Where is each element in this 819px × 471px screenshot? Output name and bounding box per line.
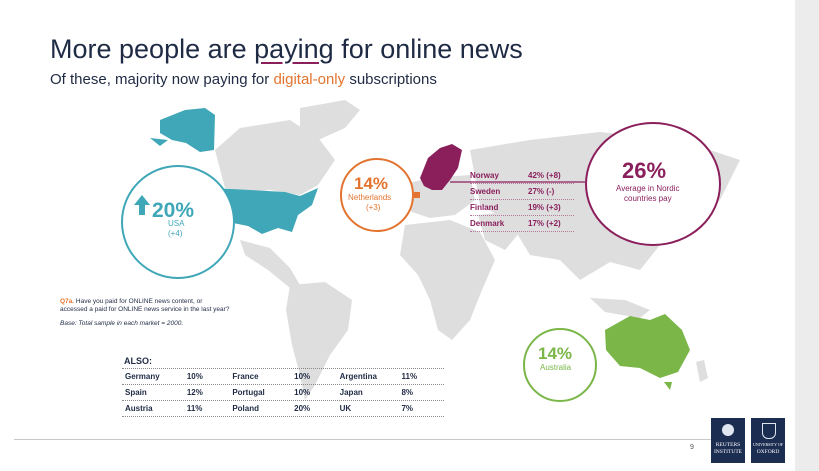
map-greenland (300, 100, 360, 140)
question-note: Q7a. Have you paid for ONLINE news conte… (60, 298, 229, 328)
nordic-average-bubble (585, 122, 721, 246)
question-line-1: Have you paid for ONLINE news content, o… (75, 298, 203, 305)
question-tag: Q7a. (60, 298, 75, 305)
nordic-average-label-2: countries pay (624, 194, 672, 203)
usa-change: (+4) (168, 229, 183, 238)
nordic-average-value: 26% (622, 158, 667, 183)
australia-label: Australia (540, 363, 572, 372)
map-australia (605, 314, 690, 378)
map-central-america (240, 240, 300, 288)
map-south-america (286, 282, 352, 400)
netherlands-label: Netherlands (348, 193, 392, 202)
question-line-2: accessed a paid for ONLINE news service … (60, 306, 230, 313)
reuters-institute-logo: REUTERS INSTITUTE (711, 418, 745, 463)
map-nordics (420, 144, 462, 190)
netherlands-value: 14% (354, 174, 389, 193)
map-tasmania (664, 382, 672, 390)
question-base: Base: Total sample in each market = 2000… (60, 320, 184, 327)
oxford-crest-icon (762, 423, 776, 439)
map-canada (215, 120, 335, 195)
title-highlight: paying (254, 34, 334, 64)
netherlands-bubble (340, 158, 414, 232)
table-row: Germany 10% France 10% Argentina 11% (122, 368, 444, 384)
page-subtitle: Of these, majority now paying for digita… (50, 71, 437, 88)
nordic-average-label-1: Average in Nordic (616, 184, 680, 193)
usa-value: 20% (152, 199, 195, 222)
usa-bubble (121, 165, 235, 279)
map-usa (212, 188, 318, 234)
usa-label: USA (168, 219, 185, 228)
page-title: More people are paying for online news (50, 34, 523, 64)
map-alaska-tail (150, 138, 168, 146)
subtitle-highlight: digital-only (273, 71, 346, 88)
australia-bubble (523, 328, 597, 402)
map-europe (400, 175, 475, 218)
table-row: Spain 12% Portugal 10% Japan 8% (122, 384, 444, 400)
map-indonesia (590, 298, 650, 318)
australia-value: 14% (538, 344, 573, 363)
footer-divider (14, 439, 714, 440)
nordic-row: Sweden 27% (-) (470, 184, 574, 200)
also-table: Germany 10% France 10% Argentina 11% Spain 1… (122, 368, 444, 417)
logo-emblem-icon (722, 424, 734, 436)
map-netherlands (414, 192, 420, 198)
map-new-zealand (696, 360, 708, 382)
nordic-row: Finland 19% (+3) (470, 200, 574, 216)
table-row: Austria 11% Poland 20% UK 7% (122, 400, 444, 417)
page-number: 9 (690, 444, 694, 451)
map-alaska (160, 108, 215, 152)
map-africa (400, 220, 495, 340)
also-title: ALSO: (124, 356, 152, 366)
nordic-list: Norway 42% (+8) Sweden 27% (-) Finland 19% … (470, 168, 574, 232)
nordic-row: Norway 42% (+8) (470, 168, 574, 184)
nordic-row: Denmark 17% (+2) (470, 216, 574, 232)
window-edge (795, 0, 819, 471)
up-arrow-icon (134, 195, 150, 215)
oxford-logo: UNIVERSITY OF OXFORD (751, 418, 785, 463)
netherlands-change: (+3) (366, 203, 381, 212)
